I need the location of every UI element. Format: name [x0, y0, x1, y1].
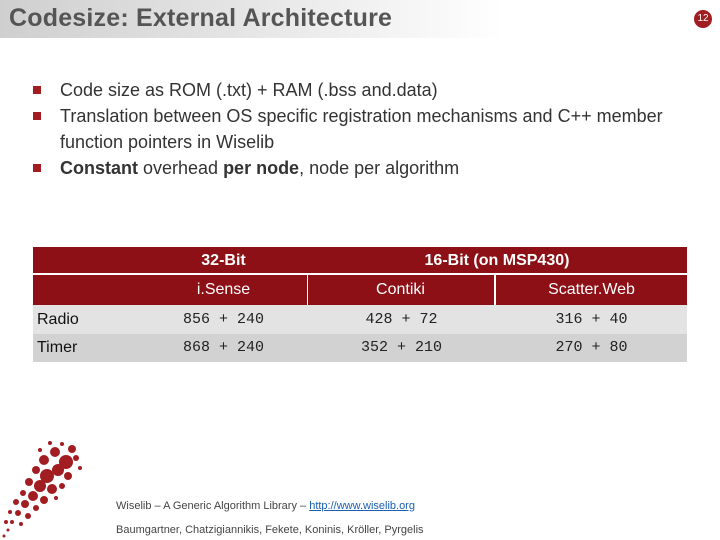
- group-header-32bit: 32-Bit: [140, 247, 307, 273]
- platform-header: i.Sense: [140, 275, 307, 305]
- bullet-square-icon: [33, 164, 41, 172]
- bullet-item: Code size as ROM (.txt) + RAM (.bss and.…: [33, 77, 673, 103]
- table-cell: 868 + 240: [140, 334, 307, 362]
- bullet-item: Translation between OS specific registra…: [33, 103, 673, 155]
- column-divider: [494, 275, 496, 305]
- bullet-list: Code size as ROM (.txt) + RAM (.bss and.…: [33, 77, 673, 181]
- wiselib-logo-icon: [2, 441, 82, 538]
- page-number-badge: 12: [694, 10, 712, 28]
- table-corner: [33, 247, 140, 273]
- website-link[interactable]: http://www.wiselib.org: [309, 500, 415, 512]
- bullet-square-icon: [33, 112, 41, 120]
- table-corner-2: [33, 275, 140, 305]
- row-label-radio: Radio: [33, 305, 140, 334]
- platform-header: Contiki: [307, 275, 494, 305]
- group-header-16bit: 16-Bit (on MSP430): [307, 247, 687, 273]
- table-cell: 270 + 80: [496, 334, 687, 362]
- platform-header: Scatter.Web: [496, 275, 687, 305]
- bullet-item: Constant overhead per node, node per alg…: [33, 155, 673, 181]
- table-cell: 352 + 210: [307, 334, 496, 362]
- slide-title: Codesize: External Architecture: [9, 4, 393, 32]
- table-cell: 428 + 72: [307, 305, 496, 334]
- title-bar: [0, 0, 720, 38]
- table-cell: 316 + 40: [496, 305, 687, 334]
- footer-line-1: Wiselib – A Generic Algorithm Library – …: [116, 500, 415, 512]
- row-label-timer: Timer: [33, 334, 140, 362]
- footer-authors: Baumgartner, Chatzigiannikis, Fekete, Ko…: [116, 524, 424, 536]
- column-divider: [307, 273, 308, 305]
- table-cell: 856 + 240: [140, 305, 307, 334]
- bullet-square-icon: [33, 86, 41, 94]
